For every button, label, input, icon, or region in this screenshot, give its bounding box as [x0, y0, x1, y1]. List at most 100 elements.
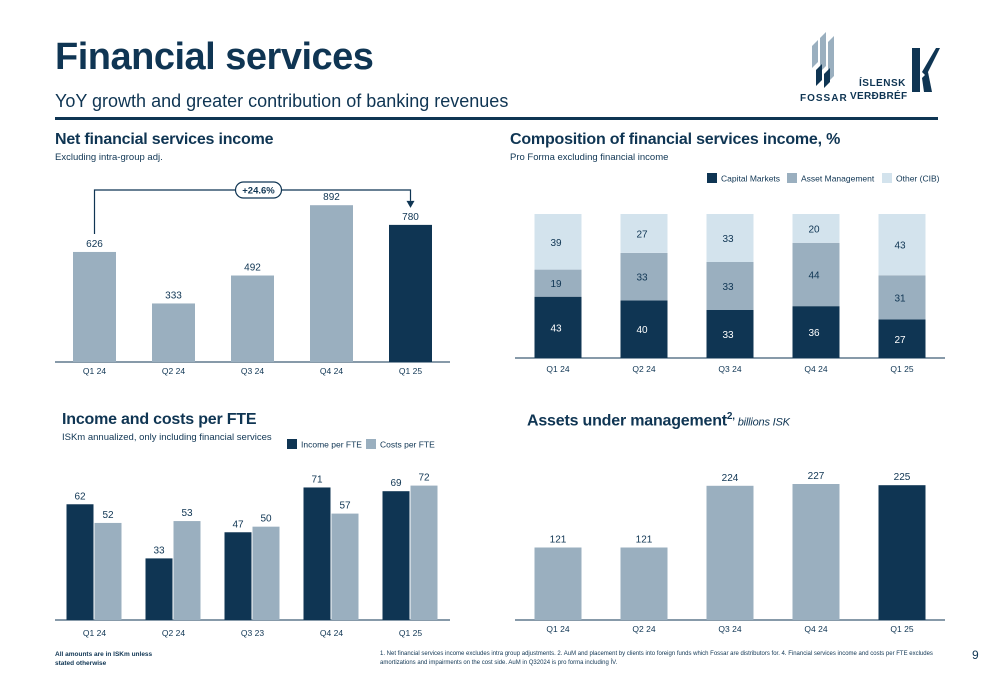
footnote-amounts: All amounts are in ISKm unless stated ot… — [55, 651, 153, 667]
comp-data-label: 33 — [722, 282, 734, 293]
nfs-bar — [310, 205, 353, 362]
comp-bar-segment — [534, 214, 582, 270]
fte-data-label: 72 — [418, 473, 430, 484]
comp-bar-segment — [620, 214, 668, 253]
comp-bar-segment — [706, 214, 754, 262]
comp-legend-label: Capital Markets — [721, 174, 780, 184]
brand-logos: FOSSAR ÍSLENSK VERÐBRÉF — [800, 32, 940, 104]
nfs-tick-label: Q3 24 — [241, 366, 264, 376]
nfs-tick-label: Q1 25 — [399, 366, 422, 376]
comp-data-label: 19 — [550, 279, 562, 290]
fte-bar — [94, 522, 122, 620]
comp-data-label: 33 — [636, 273, 648, 284]
comp-data-label: 43 — [550, 323, 562, 334]
aum-bar — [620, 547, 668, 620]
aum-chart-title: Assets under management2, billions ISK — [527, 411, 790, 430]
aum-data-label: 121 — [636, 535, 653, 546]
logo-mark-icon — [812, 32, 940, 92]
fte-chart-title: Income and costs per FTE — [62, 411, 257, 428]
aum-data-label: 225 — [894, 472, 911, 483]
fte-data-label: 50 — [260, 514, 272, 525]
fte-data-label: 57 — [339, 501, 351, 512]
comp-bar-segment — [792, 214, 840, 243]
fte-chart-subtitle: ISKm annualized, only including financia… — [62, 432, 272, 443]
comp-legend-swatch — [882, 173, 892, 183]
islensk-logo-text-1: ÍSLENSK — [859, 78, 906, 89]
fte-bar — [224, 532, 252, 620]
nfs-growth-label: +24.6% — [242, 186, 275, 197]
nfs-data-label: 333 — [165, 290, 182, 301]
comp-bar-segment — [534, 269, 582, 297]
comp-legend-label: Asset Management — [801, 174, 875, 184]
aum-title-unit: billions ISK — [734, 416, 790, 429]
comp-bar-segment — [706, 262, 754, 310]
aum-bar — [706, 485, 754, 620]
fte-tick-label: Q1 24 — [83, 628, 106, 638]
aum-tick-label: Q1 25 — [890, 624, 913, 634]
page-title: Financial services — [55, 36, 374, 78]
fte-tick-label: Q3 23 — [241, 628, 264, 638]
comp-data-label: 27 — [894, 335, 906, 346]
comp-bar-segment — [878, 275, 926, 320]
nfs-chart-subtitle: Excluding intra-group adj. — [55, 152, 163, 163]
comp-bar-segment — [534, 296, 582, 358]
comp-legend-label: Other (CIB) — [896, 174, 940, 184]
aum-data-label: 224 — [722, 473, 739, 484]
header-divider — [55, 117, 938, 120]
fte-bar — [173, 521, 201, 620]
aum-tick-label: Q1 24 — [546, 624, 569, 634]
comp-bar-segment — [620, 300, 668, 358]
nfs-growth-arrow — [406, 200, 415, 208]
fte-data-label: 69 — [390, 478, 402, 489]
fte-bar — [66, 504, 94, 620]
nfs-bar — [231, 275, 274, 362]
aum-data-label: 121 — [550, 535, 567, 546]
comp-data-label: 40 — [636, 325, 648, 336]
fte-data-label: 33 — [153, 545, 165, 556]
fte-tick-label: Q2 24 — [162, 628, 185, 638]
aum-data-label: 227 — [808, 471, 825, 482]
comp-bar-segment — [620, 252, 668, 301]
fte-data-label: 52 — [102, 510, 114, 521]
fte-data-label: 71 — [311, 474, 323, 485]
comp-tick-label: Q1 24 — [546, 364, 569, 374]
aum-tick-label: Q3 24 — [718, 624, 741, 634]
nfs-bar — [73, 251, 116, 362]
aum-bar — [792, 484, 840, 620]
comp-tick-label: Q3 24 — [718, 364, 741, 374]
comp-legend-swatch — [787, 173, 797, 183]
nfs-data-label: 626 — [86, 239, 103, 250]
fte-bar — [252, 526, 280, 620]
fte-bar — [303, 487, 331, 620]
fte-tick-label: Q1 25 — [399, 628, 422, 638]
islensk-logo-text-2: VERÐBRÉF — [850, 91, 908, 102]
footnote-notes: 1. Net financial services income exclude… — [380, 651, 933, 666]
aum-bar — [534, 547, 582, 620]
fte-legend-swatch — [366, 439, 376, 449]
comp-bar-segment — [706, 310, 754, 358]
fte-data-label: 47 — [232, 519, 244, 530]
nfs-data-label: 780 — [402, 212, 419, 223]
aum-title-text: Assets under management — [527, 412, 727, 430]
comp-bar-segment — [878, 319, 926, 358]
nfs-bar — [389, 224, 432, 362]
aum-tick-label: Q4 24 — [804, 624, 827, 634]
comp-tick-label: Q1 25 — [890, 364, 913, 374]
fte-tick-label: Q4 24 — [320, 628, 343, 638]
fte-bar — [145, 558, 173, 620]
comp-data-label: 44 — [808, 270, 820, 281]
nfs-tick-label: Q1 24 — [83, 366, 106, 376]
comp-bar-segment — [792, 242, 840, 307]
page-subtitle: YoY growth and greater contribution of b… — [55, 91, 509, 111]
comp-bar-segment — [792, 306, 840, 358]
comp-data-label: 43 — [894, 241, 906, 252]
page-number: 9 — [972, 648, 979, 662]
comp-legend-swatch — [707, 173, 717, 183]
fte-data-label: 62 — [74, 491, 86, 502]
fossar-logo-text: FOSSAR — [800, 93, 848, 104]
comp-data-label: 39 — [550, 238, 562, 249]
fte-legend-label: Income per FTE — [301, 440, 362, 450]
fte-bar — [410, 485, 438, 620]
comp-chart-title: Composition of financial services income… — [510, 131, 841, 148]
